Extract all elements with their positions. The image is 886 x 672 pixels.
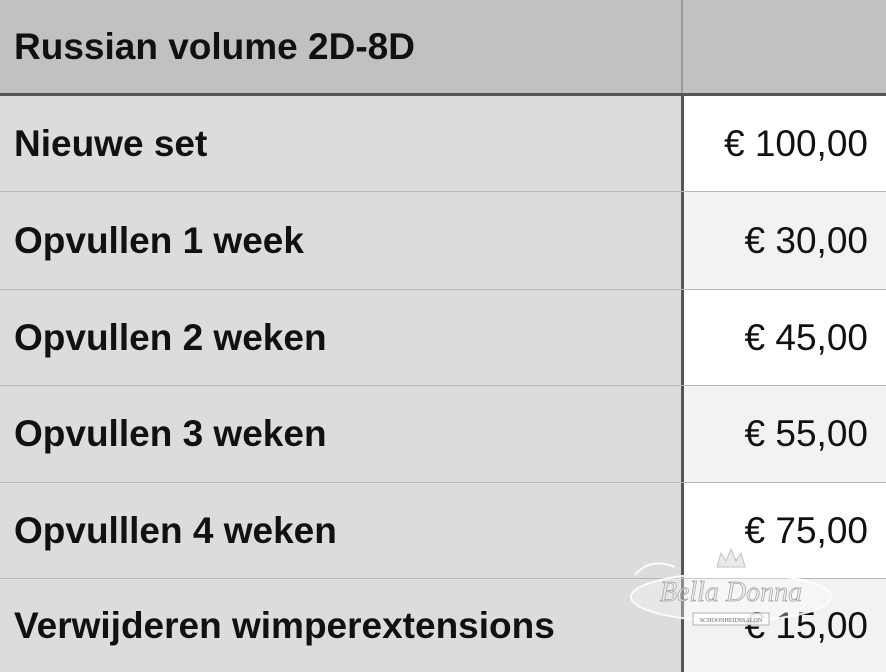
row-price: € 30,00 xyxy=(681,192,886,289)
table-row: Opvullen 2 weken € 45,00 xyxy=(0,290,886,386)
row-price: € 45,00 xyxy=(681,290,886,385)
row-label: Opvulllen 4 weken xyxy=(0,483,681,578)
header-price xyxy=(681,0,886,93)
bella-donna-watermark-logo: Bella Donna SCHOONHEIDSSALON xyxy=(630,547,832,626)
row-price: € 55,00 xyxy=(681,386,886,482)
table-row: Opvullen 1 week € 30,00 xyxy=(0,192,886,290)
header-title: Russian volume 2D-8D xyxy=(0,0,681,93)
table-row: Verwijderen wimperextensions € 15,00 xyxy=(0,579,886,672)
row-label: Nieuwe set xyxy=(0,96,681,191)
row-price: € 100,00 xyxy=(681,96,886,191)
table-row: Nieuwe set € 100,00 xyxy=(0,96,886,192)
table-row: Opvullen 3 weken € 55,00 xyxy=(0,386,886,483)
svg-text:Bella Donna: Bella Donna xyxy=(660,577,802,608)
row-label: Opvullen 1 week xyxy=(0,192,681,289)
row-price: € 75,00 xyxy=(681,483,886,578)
crown-icon xyxy=(716,547,746,568)
row-price: € 15,00 xyxy=(681,579,886,672)
row-label: Opvullen 3 weken xyxy=(0,386,681,482)
svg-text:SCHOONHEIDSSALON: SCHOONHEIDSSALON xyxy=(700,618,763,624)
row-label: Verwijderen wimperextensions xyxy=(0,579,681,672)
table-header: Russian volume 2D-8D xyxy=(0,0,886,96)
row-label: Opvullen 2 weken xyxy=(0,290,681,385)
table-row: Opvulllen 4 weken € 75,00 xyxy=(0,483,886,579)
